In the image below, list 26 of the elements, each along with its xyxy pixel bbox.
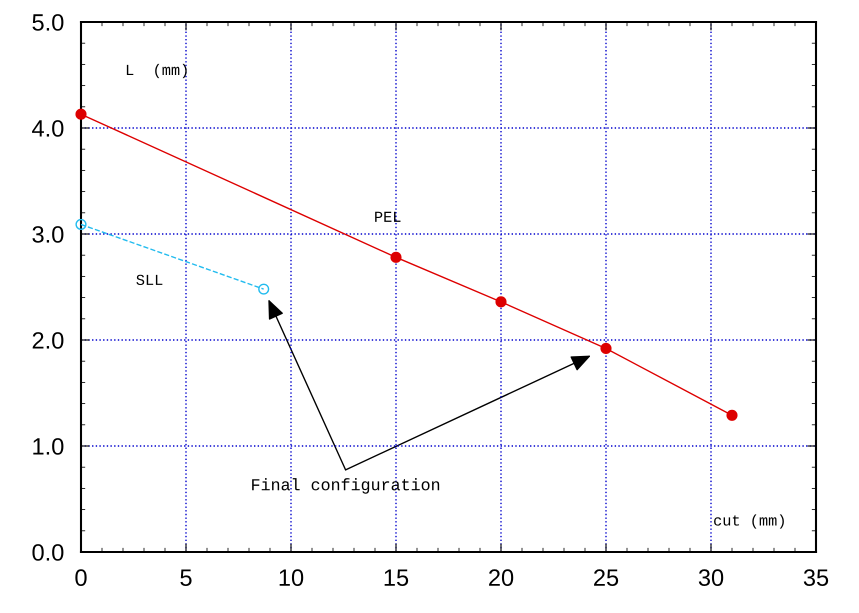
x-tick-label: 15	[384, 570, 408, 586]
series-label: PEL	[375, 212, 400, 222]
annotation: Final configuration	[252, 478, 440, 494]
x-tick-label: 25	[594, 569, 618, 586]
point	[495, 296, 507, 308]
point	[75, 218, 87, 230]
x-tick-label: 20	[489, 569, 514, 586]
x-tick-label: 10	[280, 569, 304, 586]
y-tick-label: 4.0	[32, 120, 64, 137]
y-axis-title: L (mm)	[126, 64, 187, 78]
x-tick-label: 35	[804, 569, 828, 586]
point	[390, 252, 402, 263]
y-tick-label: 1.0	[33, 438, 64, 455]
y-tick-label: 5.0	[32, 14, 64, 31]
x-tick-label: 0	[75, 569, 87, 586]
x-tick-label: 5	[180, 570, 192, 586]
point	[600, 342, 612, 354]
point	[258, 284, 270, 295]
point	[75, 108, 87, 120]
y-tick-label: 3.0	[32, 226, 64, 243]
series-label: SLL	[136, 274, 162, 286]
x-tick-label: 30	[698, 569, 724, 586]
y-tick-label: 2.0	[32, 332, 64, 349]
point	[726, 410, 738, 421]
y-tick-label: 0.0	[32, 544, 64, 561]
x-axis-title: cut (mm)	[714, 514, 784, 529]
